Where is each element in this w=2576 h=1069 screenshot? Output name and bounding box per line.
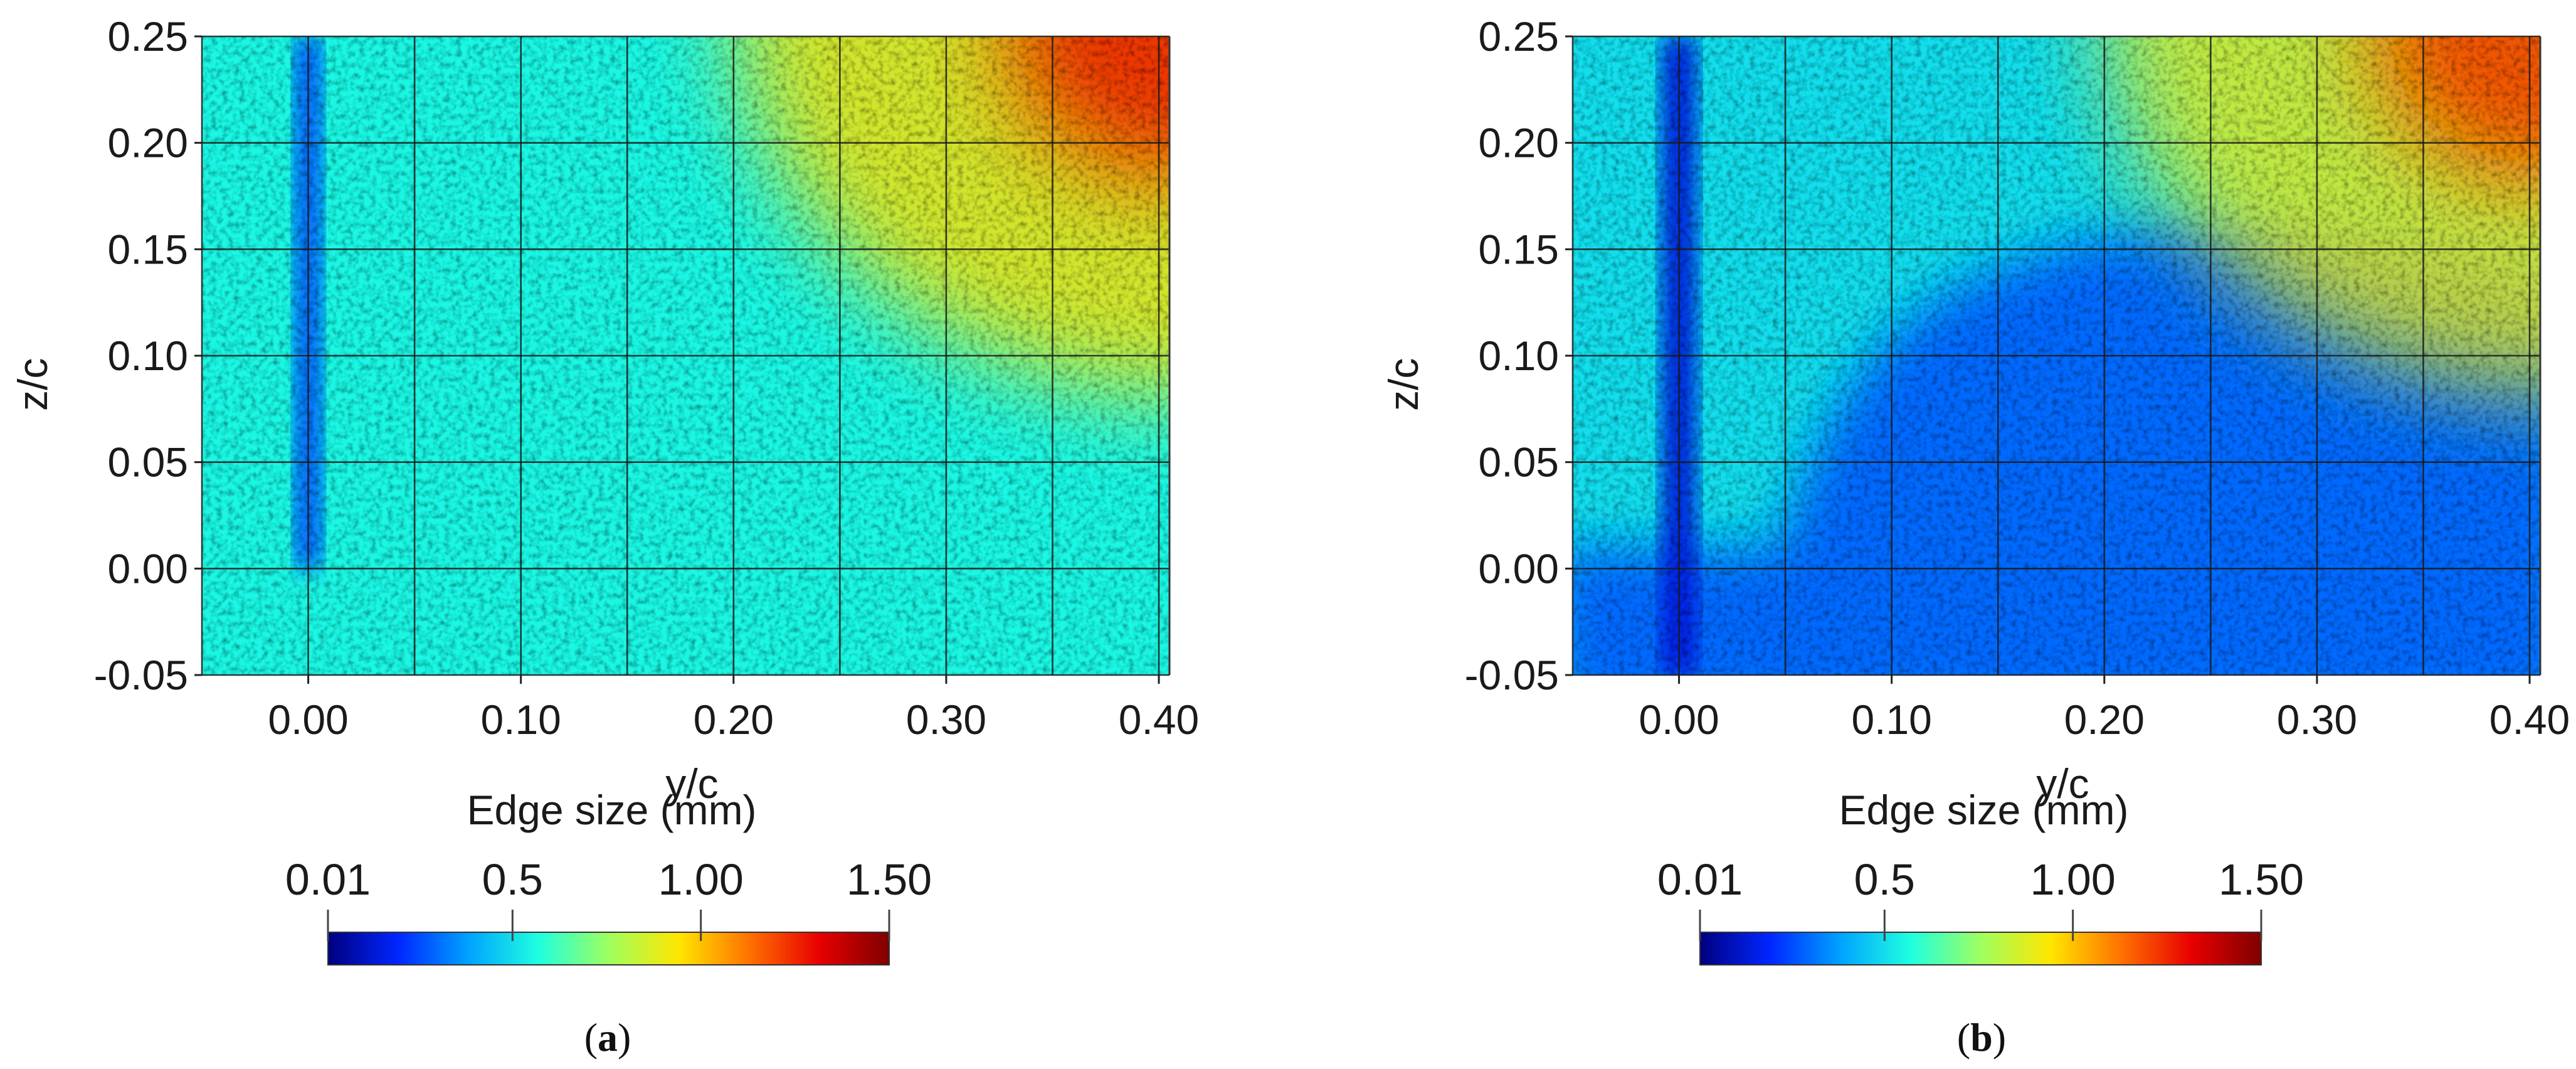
x-tick-label: 0.00	[268, 696, 348, 743]
panel-caption: (a)	[584, 1015, 631, 1060]
x-axis-title: y/c	[2036, 760, 2089, 807]
colorbar-gradient	[1699, 932, 2262, 965]
y-tick-label: 0.10	[108, 332, 188, 379]
y-tick-label: 0.20	[1479, 120, 1559, 166]
y-tick-label: 0.20	[108, 120, 188, 166]
caption-close: )	[618, 1015, 631, 1060]
grid	[201, 35, 1171, 676]
coarse-region	[2107, 36, 2540, 398]
colorbar-tick-label: 0.01	[1657, 855, 1743, 904]
x-tick-label: 0.40	[1119, 696, 1199, 743]
colorbar-tick-label: 0.5	[1854, 855, 1915, 904]
coarse-max	[989, 36, 1169, 196]
caption-close: )	[1993, 1015, 2006, 1060]
colorbar-tick-label: 1.00	[2030, 855, 2116, 904]
y-axis-title: z/c	[1380, 358, 1427, 411]
panel-b: -0.05 0.00 0.05 0.10 0.15 0.20 0.25 0.00 0.10 0.2…	[1380, 13, 2570, 1060]
coarse-max	[2360, 36, 2540, 196]
y-axis-title: z/c	[9, 358, 56, 411]
x-axis-title: y/c	[665, 760, 718, 807]
y-tick-label: 0.00	[108, 545, 188, 592]
y-tick-label: -0.05	[1465, 652, 1559, 698]
axes: -0.05 0.00 0.05 0.10 0.15 0.20 0.25 0.00 0.10 0.2…	[1380, 13, 2570, 807]
colorbar-title: Edge size (mm)	[1839, 787, 2128, 833]
x-tick-label: 0.20	[694, 696, 774, 743]
x-tick-label: 0.40	[2489, 696, 2570, 743]
axes: -0.05 0.00 0.05 0.10 0.15 0.20 0.25 0.00 0.10 0.2…	[9, 13, 1199, 807]
grid	[1571, 35, 2542, 676]
y-tick-label: 0.25	[108, 13, 188, 60]
x-tick-label: 0.10	[480, 696, 561, 743]
colorbar-tick-label: 1.50	[2219, 855, 2304, 904]
y-tick-label: 0.25	[1479, 13, 1559, 60]
y-tick-label: 0.05	[108, 439, 188, 486]
caption-open: (	[1957, 1015, 1970, 1060]
x-tick-label: 0.30	[906, 696, 986, 743]
colorbar-title: Edge size (mm)	[467, 787, 756, 833]
x-tick-label: 0.20	[2064, 696, 2145, 743]
coarse-region	[736, 36, 1169, 398]
mesh-field	[202, 36, 1169, 675]
colorbar-tick-label: 1.00	[658, 855, 744, 904]
x-tick-label: 0.10	[1851, 696, 1931, 743]
panel-caption: (b)	[1957, 1015, 2006, 1060]
y-tick-label: -0.05	[94, 652, 188, 698]
y-tick-label: 0.05	[1479, 439, 1559, 486]
caption-open: (	[584, 1015, 598, 1060]
y-tick-label: 0.10	[1479, 332, 1559, 379]
x-tick-label: 0.30	[2277, 696, 2357, 743]
colorbar-gradient	[327, 932, 890, 965]
x-tick-label: 0.00	[1639, 696, 1719, 743]
colorbar: 0.01 0.5 1.00 1.50 Edge size (mm)	[285, 787, 932, 965]
y-tick-label: 0.15	[1479, 226, 1559, 272]
mesh-field	[1573, 36, 2540, 675]
colorbar-tick-label: 0.5	[482, 855, 543, 904]
caption-letter: a	[598, 1015, 618, 1060]
y-tick-label: 0.00	[1479, 545, 1559, 592]
caption-letter: b	[1970, 1015, 1993, 1060]
colorbar-tick-label: 0.01	[285, 855, 371, 904]
panel-a: -0.05 0.00 0.05 0.10 0.15 0.20 0.25 0.00 0.10 0.2…	[9, 13, 1199, 1060]
colorbar-tick-label: 1.50	[847, 855, 932, 904]
y-tick-label: 0.15	[108, 226, 188, 272]
colorbar: 0.01 0.5 1.00 1.50 Edge size (mm)	[1657, 787, 2304, 965]
